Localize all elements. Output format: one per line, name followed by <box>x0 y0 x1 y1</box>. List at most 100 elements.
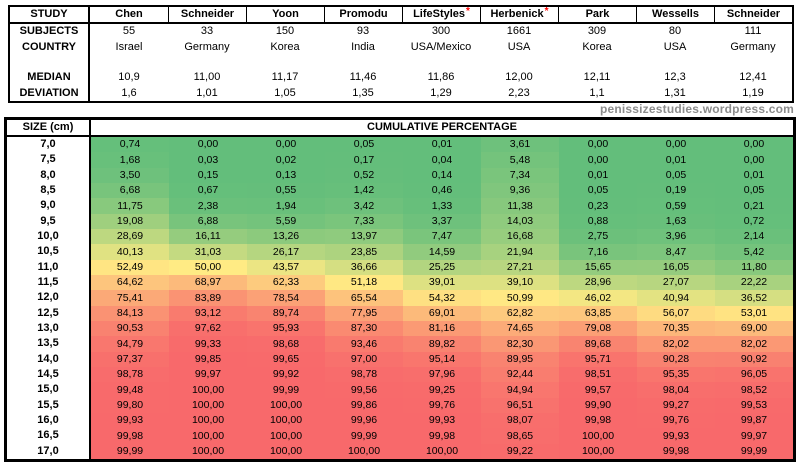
heatmap-cell: 98,65 <box>481 428 559 444</box>
empty-cell <box>636 55 714 70</box>
heatmap-cell: 3,42 <box>325 198 403 214</box>
study-subjects: 300 <box>431 25 451 38</box>
study-country: India <box>351 40 375 53</box>
heatmap-cell: 43,57 <box>247 259 325 275</box>
heatmap-cell: 100,00 <box>169 428 247 444</box>
heatmap-cell: 92,44 <box>481 366 559 383</box>
study-deviation: 1,6 <box>121 86 137 99</box>
size-row-label: 9,5 <box>7 213 91 229</box>
watermark-url: penissizestudies.wordpress.com <box>599 102 794 116</box>
size-row-label: 14,5 <box>7 366 91 383</box>
heatmap-cell: 98,51 <box>559 366 637 383</box>
heatmap-cell: 89,82 <box>403 336 481 352</box>
heatmap-cell: 0,55 <box>247 182 325 199</box>
heatmap-cell: 0,05 <box>325 137 403 153</box>
heatmap-cell: 97,00 <box>325 351 403 367</box>
study-subjects: 309 <box>587 25 607 38</box>
heatmap-cell: 99,33 <box>169 336 247 352</box>
study-name: Chen <box>115 8 143 20</box>
study-deviation: 1,1 <box>589 86 605 99</box>
size-row-label: 9,0 <box>7 198 91 214</box>
study-median: 12,3 <box>664 71 686 84</box>
study-subjects: 80 <box>668 25 682 38</box>
study-name-header: Park <box>558 7 636 24</box>
heatmap-cell: 50,99 <box>481 290 559 306</box>
heatmap-cell: 95,14 <box>403 351 481 367</box>
heatmap-cell: 50,00 <box>169 259 247 275</box>
heatmap-cell: 95,93 <box>247 320 325 337</box>
heatmap-cell: 99,22 <box>481 443 559 459</box>
heatmap-cell: 54,32 <box>403 290 481 306</box>
heatmap-cell: 99,76 <box>637 412 715 429</box>
heatmap-cell: 87,30 <box>325 320 403 337</box>
heatmap-cell: 2,38 <box>169 198 247 214</box>
heatmap-cell: 84,13 <box>91 305 169 321</box>
heatmap-cell: 100,00 <box>169 443 247 459</box>
study-median: 12,00 <box>505 71 533 84</box>
heatmap-cell: 97,62 <box>169 320 247 337</box>
heatmap-cell: 99,48 <box>91 382 169 398</box>
heatmap-cell: 99,90 <box>559 397 637 413</box>
heatmap-cell: 0,00 <box>559 152 637 168</box>
heatmap-cell: 7,34 <box>481 167 559 183</box>
heatmap-cell: 0,23 <box>559 198 637 214</box>
size-row-label: 12,5 <box>7 305 91 321</box>
heatmap-cell: 90,92 <box>715 351 793 367</box>
heatmap-cell: 11,38 <box>481 198 559 214</box>
heatmap-cell: 15,65 <box>559 259 637 275</box>
heatmap-cell: 1,94 <box>247 198 325 214</box>
heatmap-cell: 98,52 <box>715 382 793 398</box>
size-row-label: 15,0 <box>7 382 91 398</box>
heatmap-cell: 0,46 <box>403 182 481 199</box>
heatmap-cell: 0,00 <box>559 137 637 153</box>
heatmap-cell: 0,04 <box>403 152 481 168</box>
heatmap-cell: 0,00 <box>169 137 247 153</box>
study-country: USA <box>507 40 531 53</box>
empty-cell <box>714 55 792 70</box>
heatmap-cell: 14,59 <box>403 244 481 260</box>
heatmap-cell: 1,68 <box>91 152 169 168</box>
heatmap-cell: 0,88 <box>559 213 637 229</box>
heatmap-cell: 0,00 <box>715 152 793 168</box>
empty-cell <box>402 55 480 70</box>
heatmap-cell: 100,00 <box>247 428 325 444</box>
heatmap-cell: 0,21 <box>715 198 793 214</box>
heatmap-cell: 0,00 <box>715 137 793 153</box>
heatmap-cell: 7,16 <box>559 244 637 260</box>
heatmap-cell: 5,59 <box>247 213 325 229</box>
empty-cell <box>90 55 168 70</box>
heatmap-cell: 19,08 <box>91 213 169 229</box>
study-subjects: 55 <box>122 25 136 38</box>
heatmap-cell: 99,80 <box>91 397 169 413</box>
heatmap-cell: 89,95 <box>481 351 559 367</box>
heatmap-cell: 13,26 <box>247 228 325 245</box>
study-country: USA <box>663 40 687 53</box>
study-median: 11,86 <box>427 71 455 84</box>
study-deviation: 1,29 <box>430 86 452 99</box>
studies-corner-label: STUDY <box>10 7 90 24</box>
heatmap-cell: 99,93 <box>403 412 481 429</box>
size-row-label: 8,0 <box>7 167 91 183</box>
size-row-label: 14,0 <box>7 351 91 367</box>
heatmap-cell: 97,96 <box>403 366 481 383</box>
heatmap-cell: 74,65 <box>481 320 559 337</box>
study-country: Israel <box>115 40 143 53</box>
size-row-label: 16,0 <box>7 412 91 429</box>
study-median: 11,46 <box>349 71 377 84</box>
study-name: Yoon <box>272 8 299 20</box>
heatmap-cell: 79,08 <box>559 320 637 337</box>
study-flag-asterisk: * <box>466 5 470 17</box>
size-row-label: 15,5 <box>7 397 91 413</box>
heatmap-cell: 0,02 <box>247 152 325 168</box>
heatmap-cell: 0,05 <box>637 167 715 183</box>
size-row-label: 10,0 <box>7 228 91 245</box>
study-name-header: Schneider <box>714 7 792 24</box>
heatmap-cell: 0,59 <box>637 198 715 214</box>
heatmap-cell: 0,01 <box>403 137 481 153</box>
heatmap-cell: 99,97 <box>169 366 247 383</box>
empty-cell <box>480 55 558 70</box>
study-name-header: Schneider <box>168 7 246 24</box>
size-row-label: 10,5 <box>7 244 91 260</box>
study-country: Korea <box>582 40 612 53</box>
row-label-median: MEDIAN <box>10 70 90 86</box>
